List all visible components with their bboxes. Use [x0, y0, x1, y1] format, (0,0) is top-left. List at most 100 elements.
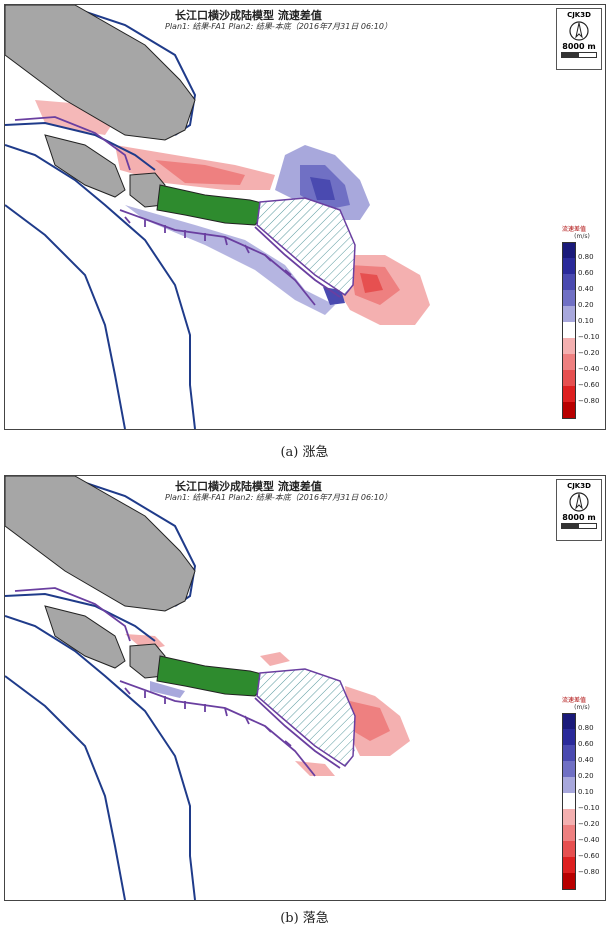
color-legend: 流速差值 (m/s) 0.80 0.60 0.40 0.20 0.10 −0.10 −0.2… — [562, 695, 602, 890]
legend-swatch — [562, 322, 576, 338]
legend-swatch-row: −0.20 — [562, 349, 602, 370]
legend-swatch — [562, 713, 576, 730]
scale-label: 8000 m — [562, 513, 596, 522]
legend-swatch-row: −0.60 — [562, 381, 602, 402]
legend-tick-label: −0.60 — [578, 852, 600, 860]
compass-label: CJK3D — [567, 482, 591, 490]
map-canvas-ebb — [5, 476, 410, 900]
legend-swatch-row: 0.60 — [562, 269, 602, 290]
legend-tick-label: 0.60 — [578, 269, 594, 277]
map-subtitle: Plan1: 结果-FA1 Plan2: 结果-本底（2016年7月31日 06… — [165, 493, 392, 502]
map-title: 长江口横沙成陆模型 流速差值 — [175, 480, 322, 493]
north-arrow-icon — [569, 21, 589, 41]
changxing-island — [44, 134, 126, 198]
compass-label: CJK3D — [567, 11, 591, 19]
legend-swatch — [562, 354, 576, 370]
legend-title: 流速差值 — [562, 226, 587, 233]
legend-swatch-row: 0.40 — [562, 756, 602, 777]
legend-tick-label: −0.60 — [578, 381, 600, 389]
scale-bar — [561, 52, 597, 58]
legend-swatch — [562, 841, 576, 857]
legend-tick-label: −0.20 — [578, 820, 600, 828]
legend-swatch-row: −0.10 — [562, 804, 602, 825]
legend-swatch-row: 0.40 — [562, 285, 602, 306]
legend-tick-label: −0.20 — [578, 349, 600, 357]
legend-swatch-row: 0.20 — [562, 772, 602, 793]
legend-tick-label: 0.40 — [578, 285, 594, 293]
legend-swatch-row — [562, 242, 602, 259]
legend-tick-label: −0.80 — [578, 868, 600, 876]
map-panel-flood: 长江口横沙成陆模型 流速差值 Plan1: 结果-FA1 Plan2: 结果-本… — [4, 4, 606, 430]
legend-swatch — [562, 793, 576, 809]
legend-swatch — [562, 242, 576, 259]
changxing-island — [44, 605, 126, 669]
legend-swatch-row: 0.20 — [562, 301, 602, 322]
coastline-lines — [5, 5, 197, 429]
legend-swatch — [562, 386, 576, 402]
legend-rows: 0.80 0.60 0.40 0.20 0.10 −0.10 −0.20 −0.40 −0.60… — [562, 242, 602, 419]
caption-flood: (a) 涨急 — [280, 445, 329, 460]
north-arrow-scale: CJK3D 8000 m — [556, 8, 602, 70]
legend-tick-label: 0.10 — [578, 788, 594, 796]
legend-tick-label: 0.80 — [578, 253, 594, 261]
map-title: 长江口横沙成陆模型 流速差值 — [175, 9, 322, 22]
map-panel-ebb: 长江口横沙成陆模型 流速差值 Plan1: 结果-FA1 Plan2: 结果-本… — [4, 475, 606, 901]
legend-title: 流速差值 — [562, 697, 587, 704]
chongming-island — [5, 476, 196, 612]
legend-swatch — [562, 873, 576, 890]
velocity-decrease-blue-patches — [125, 145, 370, 315]
legend-swatch-row: 0.60 — [562, 740, 602, 761]
legend-tick-label: −0.10 — [578, 804, 600, 812]
legend-swatch — [562, 402, 576, 419]
legend-swatch-row: 0.80 — [562, 724, 602, 745]
north-arrow-icon — [569, 492, 589, 512]
legend-swatch — [562, 729, 576, 745]
scale-bar — [561, 523, 597, 529]
legend-swatch — [562, 777, 576, 793]
legend-tick-label: 0.20 — [578, 772, 594, 780]
legend-tick-label: −0.80 — [578, 397, 600, 405]
legend-swatch — [562, 274, 576, 290]
legend-swatch-row: 0.10 — [562, 317, 602, 338]
scale-label: 8000 m — [562, 42, 596, 51]
legend-swatch-row — [562, 713, 602, 730]
north-arrow-scale: CJK3D 8000 m — [556, 479, 602, 541]
legend-swatch-row: 0.80 — [562, 253, 602, 274]
legend-tick-label: −0.40 — [578, 365, 600, 373]
dike-lines — [14, 587, 341, 777]
legend-tick-label: −0.10 — [578, 333, 600, 341]
legend-tick-label: 0.60 — [578, 740, 594, 748]
dike-lines — [14, 116, 341, 306]
legend-rows: 0.80 0.60 0.40 0.20 0.10 −0.10 −0.20 −0.40 −0.60… — [562, 713, 602, 890]
color-legend: 流速差值 (m/s) 0.80 0.60 0.40 0.20 0.10 −0.10 −0.2… — [562, 224, 602, 419]
map-canvas-flood — [5, 5, 430, 429]
legend-swatch — [562, 258, 576, 274]
reclaimed-land-green — [156, 184, 271, 226]
reclaimed-land-green — [156, 655, 271, 697]
legend-swatch-row: −0.80 — [562, 868, 602, 890]
reclaimed-shoal-hatched — [256, 668, 356, 768]
legend-tick-label: 0.20 — [578, 301, 594, 309]
legend-swatch-row: −0.10 — [562, 333, 602, 354]
coastline-lines — [5, 476, 197, 900]
legend-swatch — [562, 338, 576, 354]
legend-tick-label: 0.40 — [578, 756, 594, 764]
legend-tick-label: −0.40 — [578, 836, 600, 844]
legend-swatch-row: −0.60 — [562, 852, 602, 873]
legend-swatch-row: 0.10 — [562, 788, 602, 809]
legend-swatch — [562, 306, 576, 322]
legend-swatch-row: −0.20 — [562, 820, 602, 841]
caption-ebb: (b) 落急 — [280, 911, 329, 926]
legend-swatch — [562, 809, 576, 825]
legend-tick-label: 0.10 — [578, 317, 594, 325]
chongming-island — [5, 5, 196, 141]
legend-unit: (m/s) — [574, 704, 590, 711]
legend-swatch — [562, 825, 576, 841]
map-subtitle: Plan1: 结果-FA1 Plan2: 结果-本底（2016年7月31日 06… — [165, 22, 392, 31]
velocity-increase-red-patches — [125, 634, 410, 776]
legend-unit: (m/s) — [574, 233, 590, 240]
legend-swatch — [562, 745, 576, 761]
legend-swatch — [562, 370, 576, 386]
legend-swatch-row: −0.40 — [562, 365, 602, 386]
legend-swatch — [562, 290, 576, 306]
